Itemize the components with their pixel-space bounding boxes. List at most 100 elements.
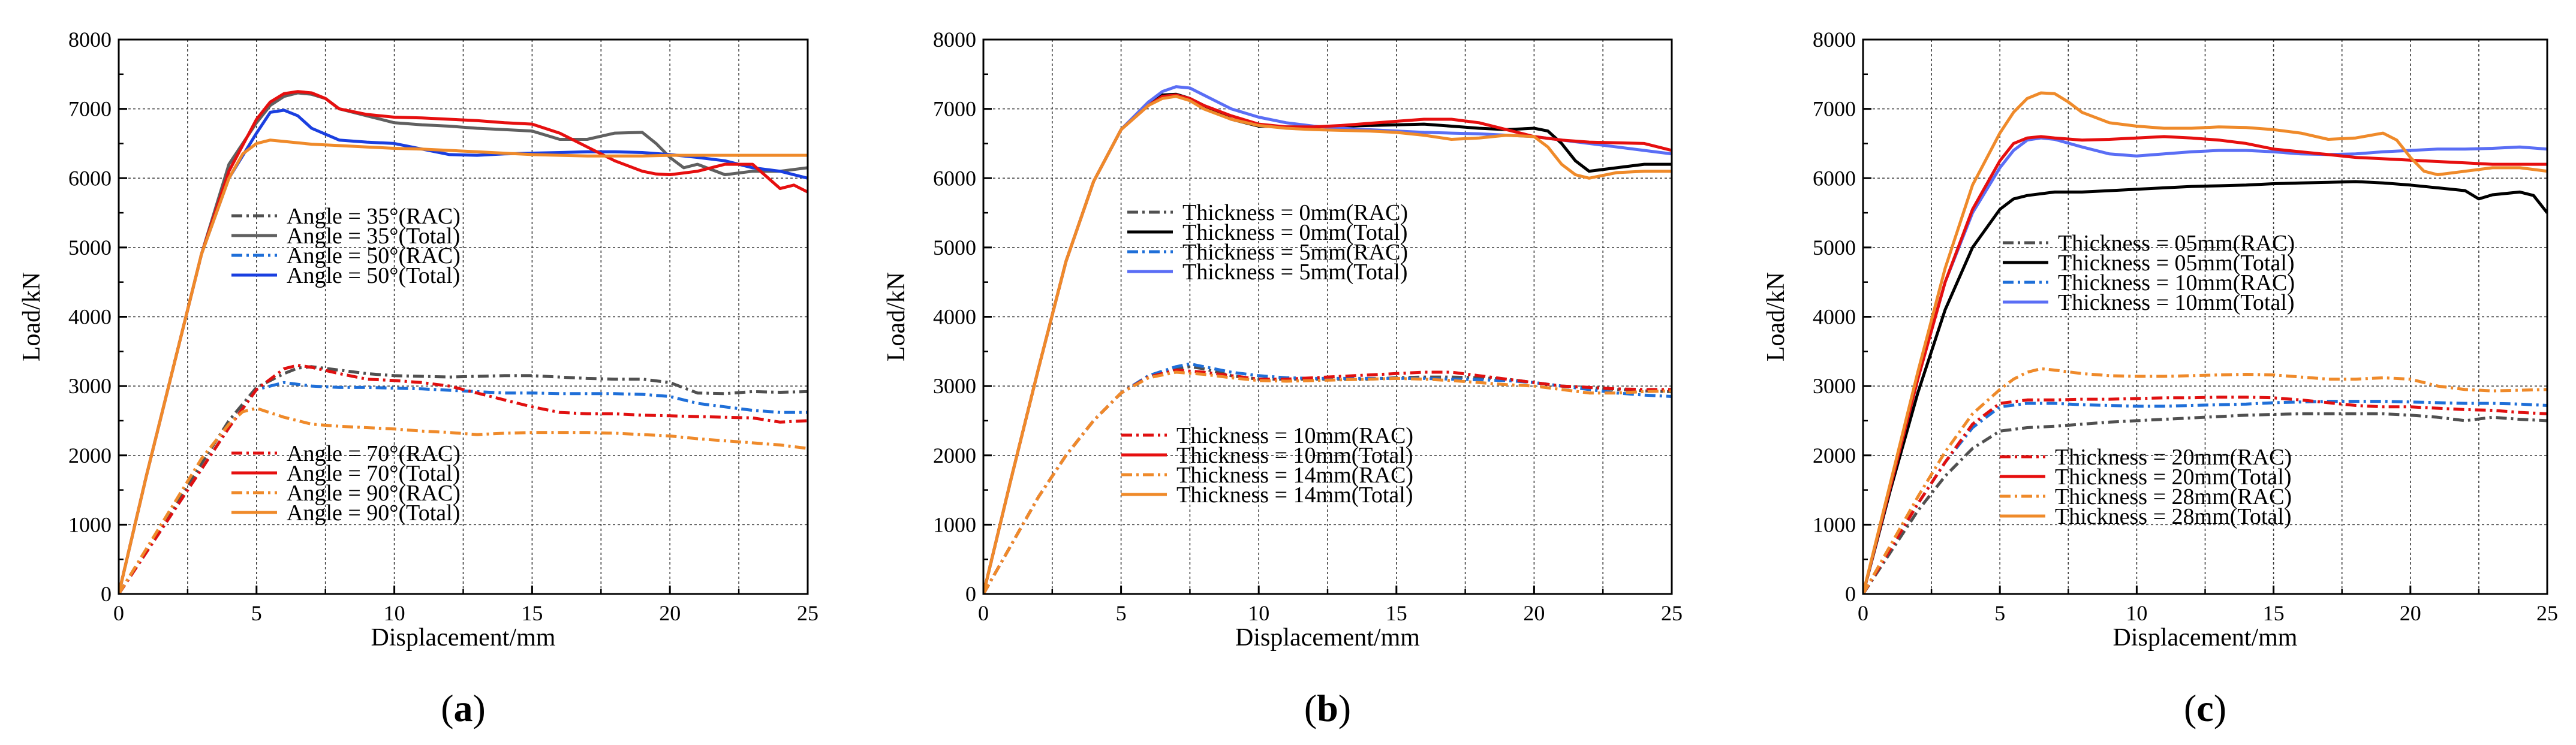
- panel-label: (c): [2184, 687, 2226, 729]
- series-line-7: [983, 370, 1672, 594]
- y-tick-label: 4000: [68, 305, 112, 329]
- x-tick-label: 15: [2263, 601, 2285, 625]
- series-line-7: [119, 406, 808, 594]
- x-tick-label: 15: [521, 601, 543, 625]
- y-tick-label: 0: [1845, 582, 1856, 606]
- legend-label: Thickness = 14mm(Total): [1176, 482, 1413, 508]
- y-axis-label: Load/kN: [18, 272, 46, 361]
- y-tick-label: 2000: [933, 444, 976, 467]
- series-group: [119, 90, 808, 594]
- panel-label-close: ): [473, 687, 486, 729]
- x-tick-label: 10: [1248, 601, 1269, 625]
- y-tick-label: 7000: [68, 97, 112, 121]
- legend-label: Thickness = 28mm(RAC): [2055, 484, 2292, 509]
- legend-label: Angle = 50°(Total): [287, 263, 460, 288]
- y-tick-label: 4000: [933, 305, 976, 329]
- series-line-5: [1863, 396, 2547, 594]
- x-tick-label: 10: [384, 601, 405, 625]
- legend-label: Thickness = 10mm(Total): [1176, 443, 1413, 468]
- series-line-8: [983, 95, 1672, 594]
- legend-label: Thickness = 20mm(Total): [2055, 465, 2291, 490]
- legend-label: Angle = 50°(RAC): [287, 243, 461, 269]
- y-tick-label: 5000: [933, 236, 976, 260]
- y-tick-label: 5000: [68, 236, 112, 260]
- chart-panel-b: 0 5 10 15 20 25 0 1000 2000 3000 4000 5000 6000 7000 8…: [883, 28, 1683, 729]
- legend-label: Angle = 90°(Total): [287, 500, 460, 526]
- panel-label-open: (: [2184, 687, 2196, 729]
- legend-label: Angle = 35°(Total): [287, 224, 460, 249]
- panel-label: (a): [441, 687, 486, 729]
- y-tick-label: 8000: [68, 28, 112, 52]
- series-line-1: [119, 365, 808, 594]
- y-tick-label: 7000: [1813, 97, 1856, 121]
- x-axis-label: Displacement/mm: [2113, 624, 2298, 652]
- y-tick-label: 7000: [933, 97, 976, 121]
- legend-label: Thickness = 14mm(RAC): [1176, 463, 1413, 488]
- x-tick-label: 25: [1661, 601, 1683, 625]
- chart-panel-a: 0 5 10 15 20 25 0 1000 2000 3000 4000 5000 6000 7000 8…: [18, 28, 818, 729]
- legend-label: Angle = 90°(RAC): [287, 481, 461, 506]
- x-tick-label: 0: [978, 601, 989, 625]
- panel-label-open: (: [1304, 687, 1317, 729]
- series-line-2: [1863, 180, 2547, 594]
- series-line-3: [1863, 400, 2547, 594]
- x-tick-label: 20: [2400, 601, 2421, 625]
- panel-label-close: ): [1338, 687, 1351, 729]
- x-tick-label: 5: [1116, 601, 1127, 625]
- legend-label: Thickness = 20mm(RAC): [2055, 445, 2292, 470]
- x-axis-label: Displacement/mm: [1235, 624, 1420, 652]
- y-tick-label: 4000: [1813, 305, 1856, 329]
- legend-label: Thickness = 28mm(Total): [2055, 504, 2291, 529]
- y-tick-label: 1000: [68, 512, 112, 536]
- series-group: [983, 85, 1672, 594]
- series-line-8: [119, 138, 808, 594]
- legend-label: Thickness = 0mm(RAC): [1182, 200, 1408, 225]
- y-tick-label: 5000: [1813, 236, 1856, 260]
- y-tick-label: 2000: [68, 444, 112, 467]
- series-line-5: [983, 369, 1672, 594]
- x-axis-label: Displacement/mm: [371, 624, 556, 652]
- legend-label: Thickness = 5mm(Total): [1182, 260, 1407, 285]
- y-tick-label: 0: [101, 582, 112, 606]
- chart-panel-c: 0 5 10 15 20 25 0 1000 2000 3000 4000 5000 6000 7000 8…: [1762, 28, 2558, 729]
- x-tick-label: 0: [113, 601, 124, 625]
- legend-label: Thickness = 05mm(RAC): [2058, 231, 2295, 256]
- series-line-4: [1863, 136, 2547, 594]
- y-axis-label: Load/kN: [1762, 272, 1790, 361]
- x-tick-label: 15: [1386, 601, 1407, 625]
- series-line-6: [1863, 135, 2547, 594]
- y-tick-label: 3000: [933, 374, 976, 398]
- series-line-4: [983, 85, 1672, 594]
- series-line-2: [119, 91, 808, 594]
- x-tick-label: 25: [797, 601, 818, 625]
- y-tick-label: 3000: [1813, 374, 1856, 398]
- panel-label-letter: b: [1317, 687, 1338, 729]
- legend-label: Thickness = 05mm(Total): [2058, 251, 2294, 276]
- y-tick-label: 2000: [1813, 444, 1856, 467]
- y-axis-label: Load/kN: [883, 272, 910, 361]
- panel-label-letter: a: [454, 687, 473, 729]
- legend-label: Thickness = 10mm(RAC): [1176, 423, 1413, 448]
- panel-label-open: (: [441, 687, 453, 729]
- legend-label: Thickness = 10mm(Total): [2058, 290, 2294, 315]
- legend: Thickness = 05mm(RAC)Thickness = 05mm(To…: [2000, 231, 2295, 529]
- y-tick-label: 8000: [1813, 28, 1856, 52]
- y-tick-label: 8000: [933, 28, 976, 52]
- panel-label-close: ): [2214, 687, 2226, 729]
- x-tick-label: 10: [2126, 601, 2147, 625]
- y-tick-label: 6000: [933, 166, 976, 190]
- panel-label: (b): [1304, 687, 1351, 729]
- legend-label: Angle = 70°(Total): [287, 461, 460, 486]
- y-tick-label: 3000: [68, 374, 112, 398]
- x-tick-label: 25: [2536, 601, 2558, 625]
- legend-label: Thickness = 5mm(RAC): [1182, 240, 1408, 265]
- legend-label: Angle = 70°(RAC): [287, 441, 461, 466]
- legend-label: Angle = 35°(RAC): [287, 204, 461, 229]
- legend-label: Thickness = 0mm(Total): [1182, 220, 1407, 245]
- series-group: [1863, 91, 2547, 594]
- y-tick-label: 6000: [68, 166, 112, 190]
- x-tick-label: 5: [1994, 601, 2005, 625]
- series-line-6: [119, 90, 808, 594]
- y-tick-label: 1000: [933, 512, 976, 536]
